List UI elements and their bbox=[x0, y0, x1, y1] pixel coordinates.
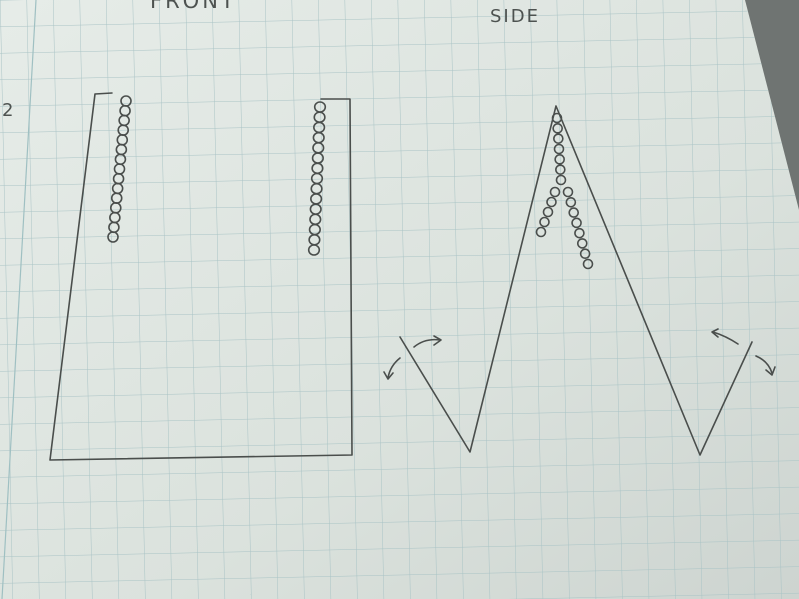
chain-link bbox=[551, 112, 563, 124]
chain-link bbox=[552, 123, 563, 134]
margin-number: 2 bbox=[2, 100, 13, 121]
chain-link bbox=[546, 196, 557, 208]
side-chain bbox=[535, 112, 594, 270]
chain-link bbox=[553, 143, 565, 155]
chain-link bbox=[576, 238, 588, 249]
chain-link bbox=[549, 186, 561, 198]
chain-link bbox=[565, 196, 577, 208]
chain-link bbox=[574, 227, 585, 239]
chain-link bbox=[568, 207, 580, 218]
left-arc-arrow-down bbox=[383, 357, 401, 380]
front-left-chain bbox=[107, 95, 132, 243]
side-zigzag bbox=[399, 105, 753, 456]
chain-link bbox=[571, 217, 582, 229]
front-view-drawing bbox=[49, 92, 353, 461]
left-arc-arrow-up bbox=[413, 335, 442, 348]
chain-link bbox=[307, 244, 321, 256]
chain-link bbox=[579, 248, 591, 260]
front-outline bbox=[49, 92, 353, 461]
chain-link bbox=[582, 258, 594, 270]
chain-link bbox=[554, 154, 565, 165]
side-label: SIDE bbox=[490, 6, 540, 27]
chain-link bbox=[562, 186, 574, 198]
right-arc-arrow-down bbox=[755, 355, 776, 376]
chain-link bbox=[542, 206, 554, 218]
right-arc-arrow-up bbox=[711, 328, 739, 345]
chain-link bbox=[553, 133, 564, 144]
chain-link bbox=[535, 226, 547, 238]
front-label: FRONT bbox=[150, 0, 237, 13]
front-right-chain bbox=[307, 101, 327, 256]
chain-link bbox=[107, 231, 119, 243]
side-view-drawing bbox=[383, 105, 776, 456]
chain-link bbox=[555, 164, 566, 175]
chain-link bbox=[555, 174, 567, 186]
chain-link bbox=[539, 216, 550, 228]
